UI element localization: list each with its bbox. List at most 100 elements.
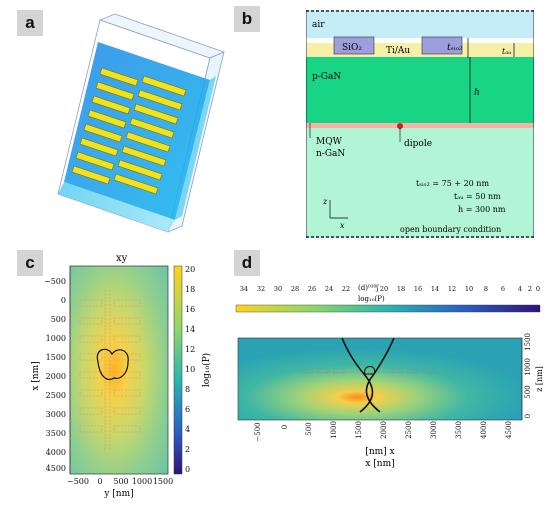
ngan-label: n-GaN bbox=[316, 149, 345, 159]
tau-label: tₐᵤ bbox=[502, 47, 511, 56]
pgan-label: p-GaN bbox=[312, 72, 341, 82]
panel-label-d: d bbox=[234, 250, 260, 276]
svg-text:1000: 1000 bbox=[46, 334, 66, 343]
svg-text:32: 32 bbox=[257, 285, 265, 293]
xz-x-ticks: −500 0 500 1000 1500 2000 2500 3000 3500… bbox=[254, 421, 513, 442]
svg-text:18: 18 bbox=[185, 285, 195, 294]
svg-text:0: 0 bbox=[61, 296, 66, 305]
param-tsio2: tₛᵢₒ₂ = 75 + 20 nm bbox=[416, 179, 489, 188]
svg-text:18: 18 bbox=[397, 285, 405, 293]
svg-text:4500: 4500 bbox=[505, 421, 513, 439]
xz-colorbar-title: (d)⁰¹⁰ʃ bbox=[358, 284, 379, 292]
xz-x-axis-label: x [nm] bbox=[365, 459, 394, 469]
svg-text:20: 20 bbox=[185, 265, 195, 274]
svg-text:3500: 3500 bbox=[455, 421, 463, 439]
axis-z-label: z bbox=[322, 197, 328, 206]
svg-text:0: 0 bbox=[185, 465, 190, 474]
xy-colorbar bbox=[173, 265, 183, 475]
dipole-label: dipole bbox=[404, 139, 432, 149]
xz-z-ticks: 1500 1000 500 0 bbox=[524, 333, 532, 418]
h-label: h bbox=[474, 88, 480, 98]
xy-power-map: xy −500 0 500 1000 1500 2000 2500 3000 3… bbox=[31, 253, 212, 499]
xy-contour bbox=[96, 348, 129, 381]
svg-text:14: 14 bbox=[431, 285, 439, 293]
panel-label-c: c bbox=[17, 250, 43, 276]
svg-text:500: 500 bbox=[305, 422, 313, 435]
sio2-block-right bbox=[421, 36, 463, 55]
svg-text:28: 28 bbox=[291, 285, 299, 293]
svg-text:3500: 3500 bbox=[46, 429, 66, 438]
svg-text:16: 16 bbox=[414, 285, 422, 293]
xz-power-map: (d)⁰¹⁰ʃ 34 32 30 28 26 24 22 20 18 16 14… bbox=[232, 284, 544, 469]
param-h: h = 300 nm bbox=[458, 205, 506, 214]
svg-text:20: 20 bbox=[380, 285, 388, 293]
mqw-layer bbox=[306, 123, 534, 128]
xz-map-area bbox=[237, 337, 523, 421]
svg-text:2: 2 bbox=[528, 285, 532, 293]
svg-text:0: 0 bbox=[281, 425, 289, 429]
svg-text:1500: 1500 bbox=[153, 477, 173, 486]
param-tau: tₐᵤ = 50 nm bbox=[454, 192, 501, 201]
boundary-label: open boundary condition bbox=[400, 225, 501, 234]
svg-text:2000: 2000 bbox=[46, 372, 66, 381]
svg-text:16: 16 bbox=[185, 305, 195, 314]
svg-text:1000: 1000 bbox=[330, 421, 338, 439]
svg-text:2000: 2000 bbox=[380, 421, 388, 439]
svg-text:1500: 1500 bbox=[46, 353, 66, 362]
dipole-marker bbox=[397, 123, 403, 129]
svg-text:0: 0 bbox=[524, 414, 532, 418]
svg-text:3000: 3000 bbox=[430, 421, 438, 439]
xy-colorbar-label: log₁₀(P) bbox=[201, 353, 212, 387]
svg-text:12: 12 bbox=[448, 285, 456, 293]
svg-text:−500: −500 bbox=[67, 477, 89, 486]
svg-text:500: 500 bbox=[51, 315, 66, 324]
air-layer bbox=[306, 10, 534, 38]
svg-text:500: 500 bbox=[524, 385, 532, 398]
svg-text:22: 22 bbox=[342, 285, 350, 293]
pgan-layer bbox=[306, 57, 534, 130]
svg-text:10: 10 bbox=[465, 285, 473, 293]
panel-label-a: a bbox=[17, 10, 43, 36]
svg-text:12: 12 bbox=[185, 345, 195, 354]
svg-text:1000: 1000 bbox=[132, 477, 152, 486]
svg-text:34: 34 bbox=[240, 285, 248, 293]
sio2-block-left bbox=[333, 36, 375, 55]
svg-text:6: 6 bbox=[501, 285, 505, 293]
svg-text:14: 14 bbox=[185, 325, 195, 334]
axis-x-label: x bbox=[340, 221, 345, 230]
xy-map-area bbox=[69, 265, 169, 475]
tiau-label: Ti/Au bbox=[386, 46, 410, 56]
svg-text:2: 2 bbox=[185, 445, 190, 454]
sio2-label-left: SiO₂ bbox=[342, 43, 362, 53]
tsio2-label: tₛᵢₒ₂ bbox=[447, 43, 463, 53]
svg-text:−500: −500 bbox=[254, 422, 262, 441]
xz-side-label: xz bbox=[232, 375, 233, 384]
svg-text:30: 30 bbox=[274, 285, 282, 293]
xz-x-label-flipped: [nm] x bbox=[365, 447, 394, 457]
xy-y-axis-label: x [nm] bbox=[31, 361, 41, 390]
svg-text:10: 10 bbox=[185, 365, 195, 374]
panel-label-b: b bbox=[234, 6, 260, 32]
xy-x-ticks: −500 0 500 1000 1500 bbox=[67, 477, 173, 486]
svg-text:2500: 2500 bbox=[46, 391, 66, 400]
svg-text:0: 0 bbox=[536, 285, 540, 293]
ngan-layer bbox=[306, 128, 534, 238]
svg-text:4: 4 bbox=[518, 285, 522, 293]
xz-colorbar-label: log₁₀(P) bbox=[358, 295, 385, 303]
xz-colorbar-ticks: 34 32 30 28 26 24 22 20 18 16 14 12 10 8… bbox=[240, 285, 540, 293]
svg-text:4000: 4000 bbox=[46, 448, 66, 457]
device-3d-render bbox=[57, 13, 226, 233]
xy-y-ticks: −500 0 500 1000 1500 2000 2500 3000 3500… bbox=[44, 277, 66, 473]
xz-z-axis-label: z [nm] bbox=[535, 366, 544, 392]
svg-text:4000: 4000 bbox=[480, 421, 488, 439]
svg-text:1500: 1500 bbox=[355, 421, 363, 439]
xy-colorbar-ticks: 20 18 16 14 12 10 8 6 4 2 0 bbox=[185, 265, 195, 474]
air-label: air bbox=[312, 20, 325, 30]
svg-text:1500: 1500 bbox=[524, 333, 532, 351]
svg-text:2500: 2500 bbox=[405, 421, 413, 439]
svg-text:26: 26 bbox=[308, 285, 316, 293]
svg-text:1000: 1000 bbox=[524, 358, 532, 376]
svg-text:4500: 4500 bbox=[46, 464, 66, 473]
svg-text:8: 8 bbox=[185, 385, 190, 394]
svg-text:24: 24 bbox=[325, 285, 333, 293]
